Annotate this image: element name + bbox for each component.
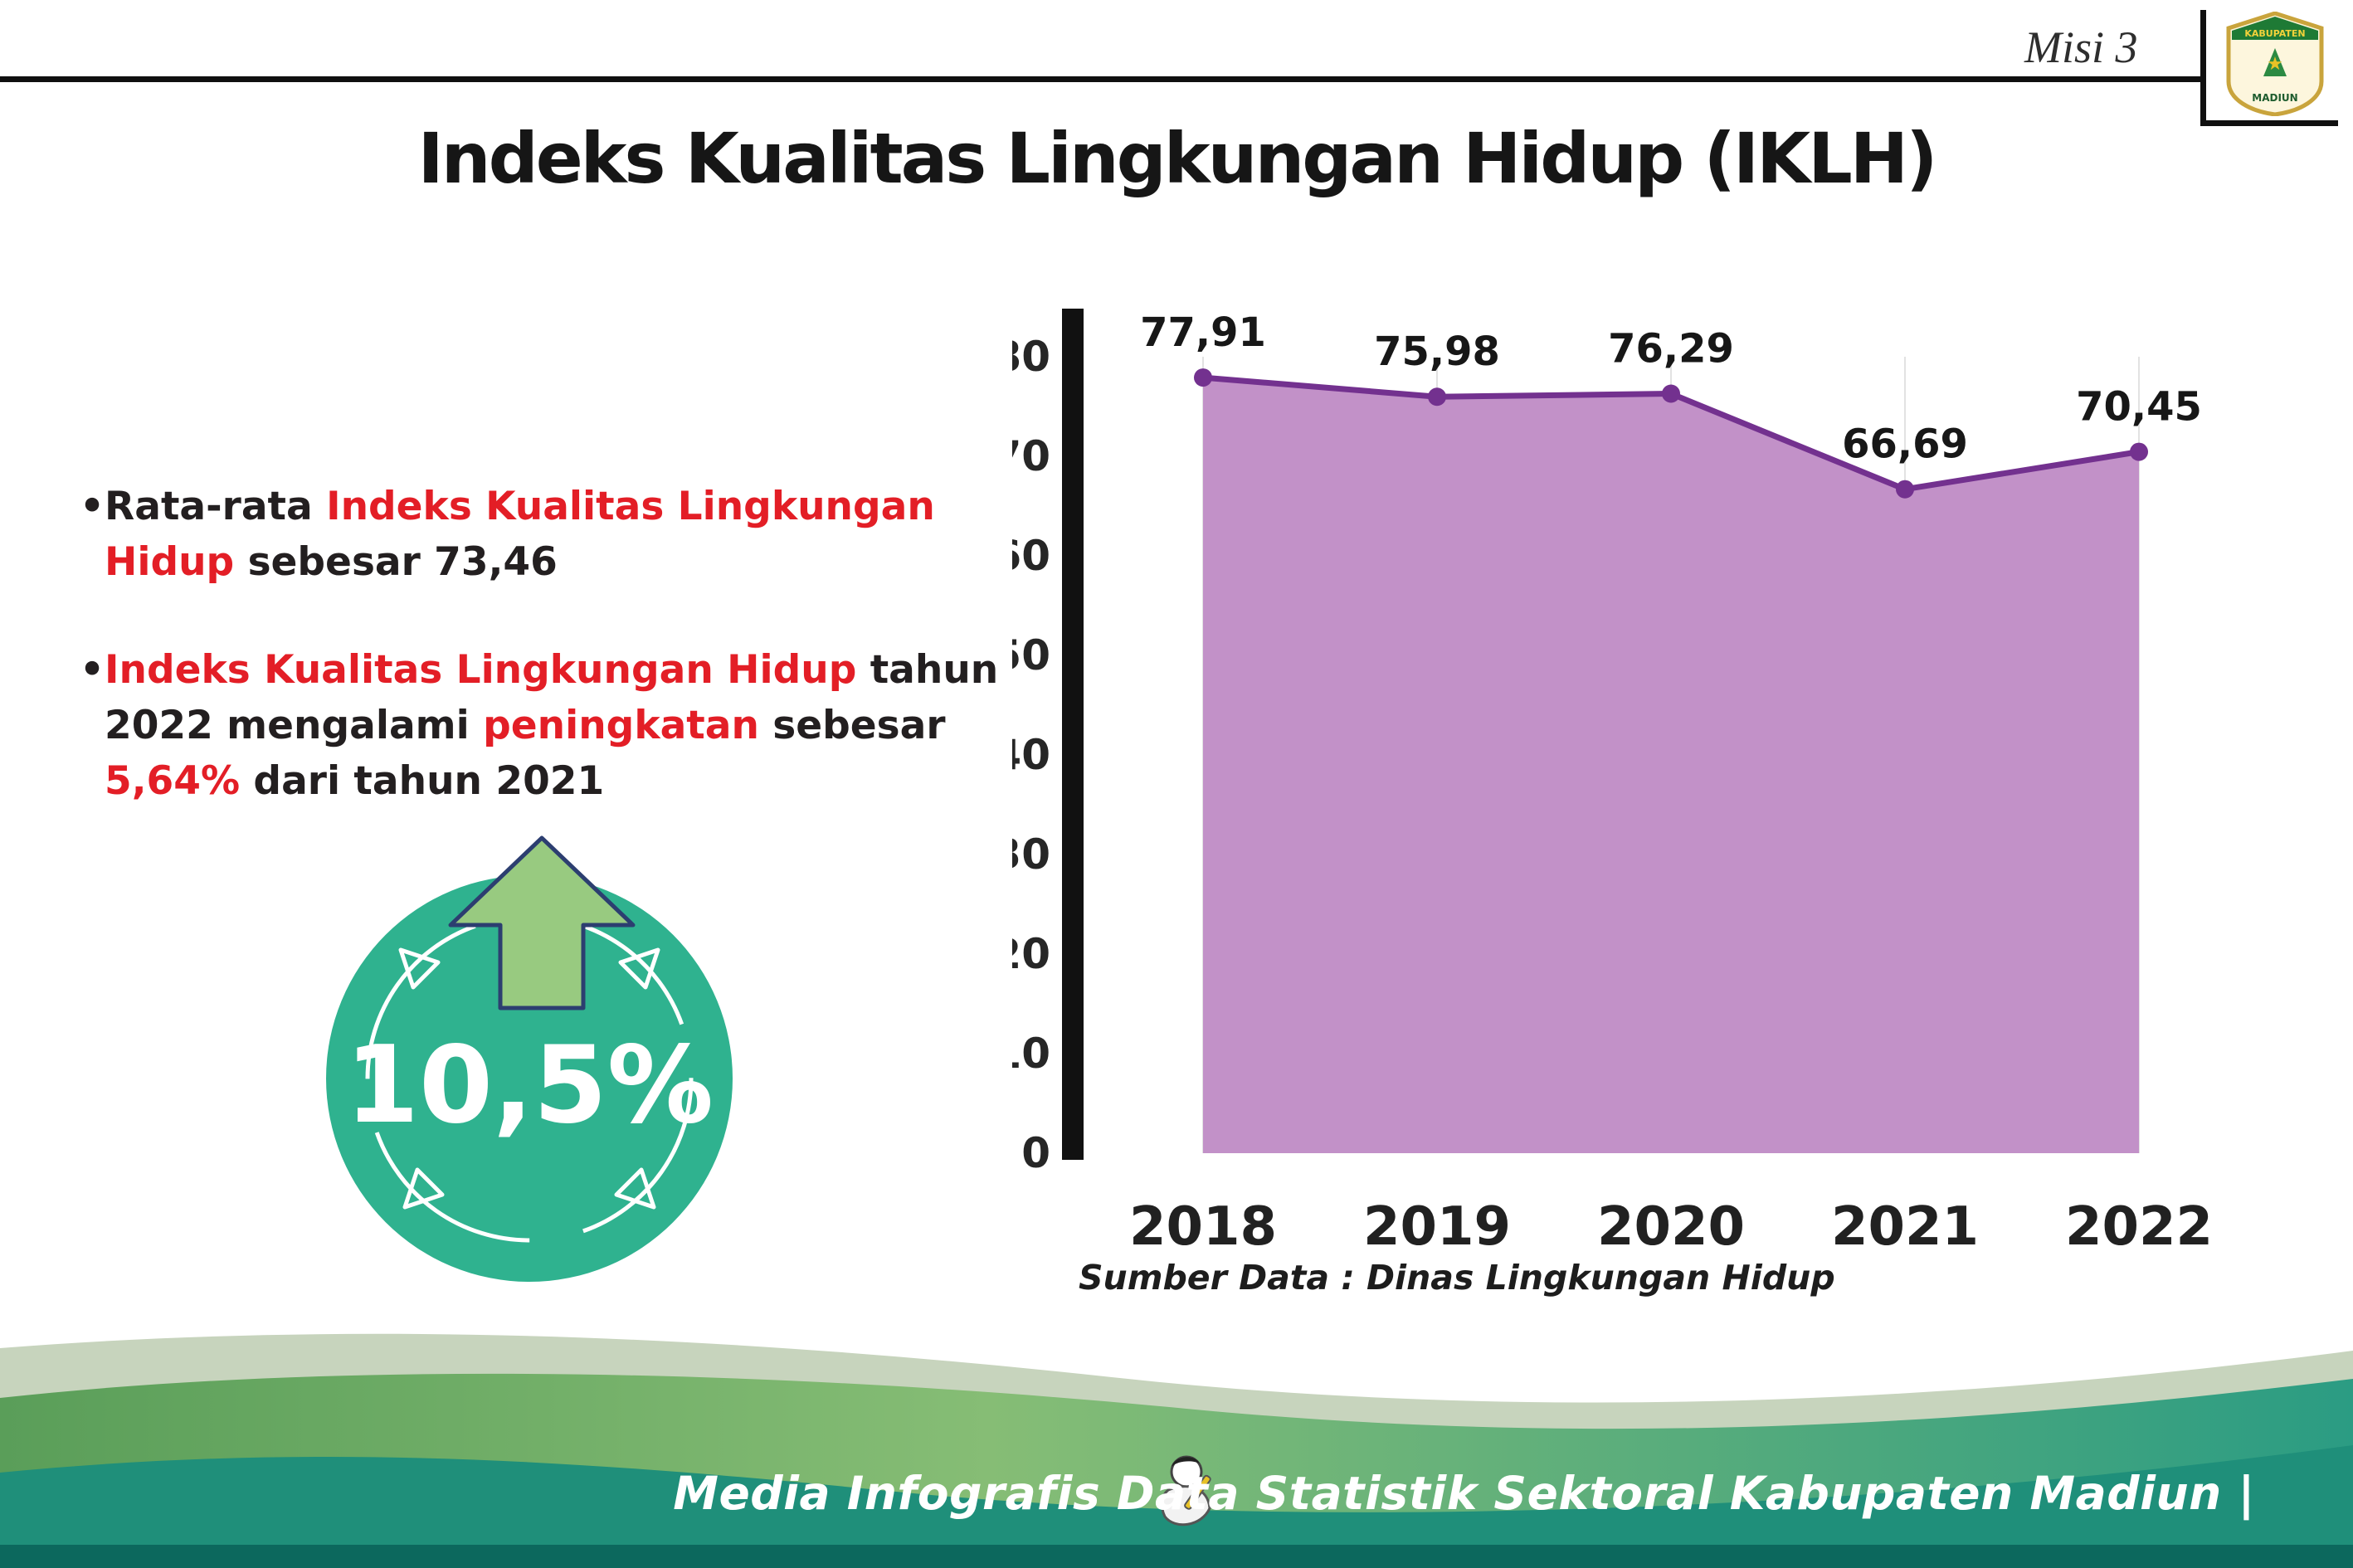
svg-text:70: 70	[1012, 432, 1050, 480]
svg-text:70,45: 70,45	[2076, 384, 2202, 431]
bullet-list: •Rata-rata Indeks Kualitas Lingkungan Hi…	[80, 480, 1009, 810]
misi-label: Misi 3	[2024, 22, 2138, 72]
chart-source: Sumber Data : Dinas Lingkungan Hidup	[1079, 1258, 1835, 1298]
svg-text:20: 20	[1012, 930, 1050, 978]
svg-text:76,29: 76,29	[1608, 326, 1734, 373]
logo-frame-horizontal	[2200, 120, 2338, 126]
header-rule	[0, 76, 2202, 82]
bullet-dot: •	[80, 484, 105, 529]
svg-text:2018: 2018	[1129, 1196, 1277, 1258]
svg-text:60: 60	[1012, 532, 1050, 580]
svg-text:77,91: 77,91	[1140, 309, 1266, 356]
logo-top-text: KABUPATEN	[2244, 28, 2305, 39]
bullet-dot: •	[80, 647, 105, 694]
svg-text:0: 0	[1021, 1129, 1050, 1177]
svg-text:2020: 2020	[1597, 1196, 1745, 1258]
svg-text:75,98: 75,98	[1374, 329, 1500, 375]
svg-text:★: ★	[2267, 54, 2283, 75]
svg-text:40: 40	[1012, 731, 1050, 779]
logo-frame-vertical	[2200, 10, 2206, 126]
bullet-item-2: •Indeks Kualitas Lingkungan Hidup tahun …	[80, 647, 999, 804]
svg-text:2022: 2022	[2065, 1196, 2213, 1258]
kabupaten-madiun-logo: KABUPATEN ★ MADIUN	[2226, 12, 2324, 116]
logo-bottom-text: MADIUN	[2252, 92, 2297, 104]
up-arrow-icon	[448, 835, 636, 1010]
bullet-item-1: •Rata-rata Indeks Kualitas Lingkungan Hi…	[80, 484, 935, 585]
svg-text:66,69: 66,69	[1842, 421, 1968, 468]
logo-tree	[2263, 48, 2287, 76]
iklh-chart: 77,91 75,98 76,29 66,69 70,45 0 10 20 30 40 50 60 70…	[1012, 309, 2213, 1258]
mascot-icon	[1161, 1455, 1211, 1527]
svg-text:30: 30	[1012, 830, 1050, 879]
page-title: Indeks Kualitas Lingkungan Hidup (IKLH)	[417, 118, 1938, 199]
increase-badge: 10,5%	[326, 835, 733, 1282]
svg-text:2021: 2021	[1831, 1196, 1979, 1258]
svg-text:2019: 2019	[1363, 1196, 1511, 1258]
footer-credit: Media Infografis Data Statistik Sektoral…	[673, 1467, 2255, 1520]
svg-text:80: 80	[1012, 333, 1050, 381]
svg-text:50: 50	[1012, 631, 1050, 679]
svg-text:10: 10	[1012, 1030, 1050, 1078]
badge-value: 10,5%	[345, 1024, 714, 1147]
